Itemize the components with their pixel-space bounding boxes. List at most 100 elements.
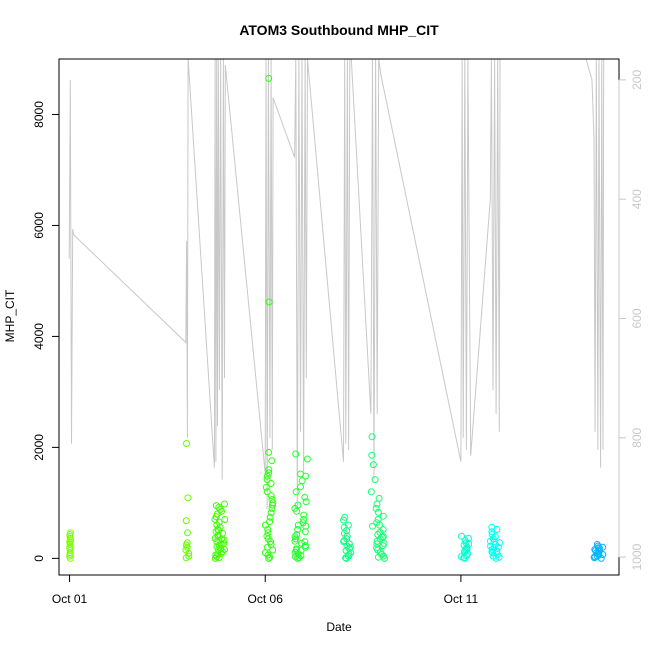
data-point: [266, 553, 274, 561]
right-tick-label: 800: [630, 427, 644, 447]
data-point: [267, 509, 275, 517]
data-point: [217, 544, 225, 552]
data-point: [215, 527, 223, 535]
data-point: [300, 516, 308, 523]
data-point: [66, 543, 74, 551]
data-point: [67, 529, 74, 537]
data-point: [372, 504, 380, 512]
data-point: [263, 476, 271, 484]
right-tick-label: 1000: [630, 543, 644, 570]
data-point: [214, 550, 222, 558]
data-point: [184, 494, 192, 502]
y-tick-label: 0: [32, 555, 46, 562]
data-point: [493, 547, 501, 555]
data-point: [215, 554, 223, 562]
data-point: [268, 504, 276, 512]
data-point: [369, 461, 377, 469]
data-point: [292, 488, 300, 496]
data-point: [597, 554, 605, 562]
data-point: [461, 554, 469, 562]
data-point: [346, 543, 354, 551]
data-point: [268, 457, 276, 465]
data-point: [488, 528, 496, 536]
data-point: [373, 540, 381, 548]
data-point: [293, 531, 301, 538]
data-point: [266, 513, 274, 521]
data-point: [267, 492, 275, 500]
x-tick-label: Oct 06: [248, 592, 284, 606]
data-point: [264, 526, 272, 533]
y-tick-label: 6000: [32, 212, 46, 239]
data-point: [379, 512, 387, 520]
data-point: [294, 554, 302, 562]
data-point: [66, 551, 74, 558]
data-point: [293, 507, 301, 515]
data-point: [340, 537, 348, 545]
y-axis-label: MHP_CIT: [3, 289, 17, 342]
data-point: [594, 544, 602, 552]
data-point: [376, 521, 384, 529]
data-point: [291, 537, 299, 545]
data-point: [492, 554, 500, 562]
data-point: [301, 538, 309, 546]
data-point: [375, 494, 383, 502]
data-point: [342, 554, 350, 562]
data-point: [182, 517, 190, 525]
data-point: [263, 472, 271, 480]
y-tick-label: 2000: [32, 434, 46, 461]
data-point: [491, 533, 499, 541]
data-point: [464, 550, 472, 558]
data-point: [217, 540, 225, 548]
data-point: [460, 554, 468, 562]
data-point: [267, 538, 275, 546]
x-axis-label: Date: [326, 620, 352, 634]
data-point: [267, 480, 275, 487]
x-axis: Oct 01 Oct 06 Oct 11: [52, 574, 478, 606]
data-point: [265, 466, 273, 474]
data-point: [462, 546, 470, 554]
right-tick-label: 200: [630, 70, 644, 90]
data-point: [263, 488, 271, 496]
data-point: [269, 546, 277, 554]
x-tick-label: Oct 01: [52, 592, 88, 606]
data-point: [371, 476, 379, 484]
plot-frame: [58, 58, 620, 576]
data-point: [342, 554, 350, 562]
data-point: [216, 523, 224, 531]
chart-title: ATOM3 Southbound MHP_CIT: [239, 22, 439, 38]
data-point: [591, 553, 599, 561]
data-point: [183, 543, 191, 551]
data-point: [262, 483, 270, 491]
data-point: [265, 554, 273, 562]
data-point: [292, 546, 300, 554]
data-point: [269, 501, 276, 509]
data-point: [373, 537, 381, 545]
data-point: [298, 477, 306, 485]
data-point: [374, 508, 382, 516]
y-axis: 0 2000 4000 6000 8000: [32, 101, 60, 562]
data-point: [379, 542, 387, 550]
data-point: [488, 548, 496, 556]
data-point: [301, 528, 309, 536]
data-point: [218, 535, 226, 543]
data-point: [182, 554, 190, 562]
data-point: [292, 450, 300, 458]
data-point: [345, 540, 353, 548]
data-point: [297, 483, 305, 491]
data-point: [294, 526, 302, 533]
data-point: [488, 546, 496, 553]
data-point: [221, 516, 229, 523]
data-point: [264, 551, 272, 559]
data-point: [381, 554, 388, 562]
data-point: [183, 440, 190, 447]
data-point: [291, 553, 299, 561]
data-point: [465, 540, 473, 548]
right-tick-label: 400: [630, 189, 644, 209]
data-point: [378, 533, 386, 541]
y-tick-label: 8000: [32, 101, 46, 128]
data-point: [265, 74, 273, 82]
data-point: [343, 542, 351, 550]
data-point: [265, 469, 273, 477]
data-point: [302, 498, 310, 506]
